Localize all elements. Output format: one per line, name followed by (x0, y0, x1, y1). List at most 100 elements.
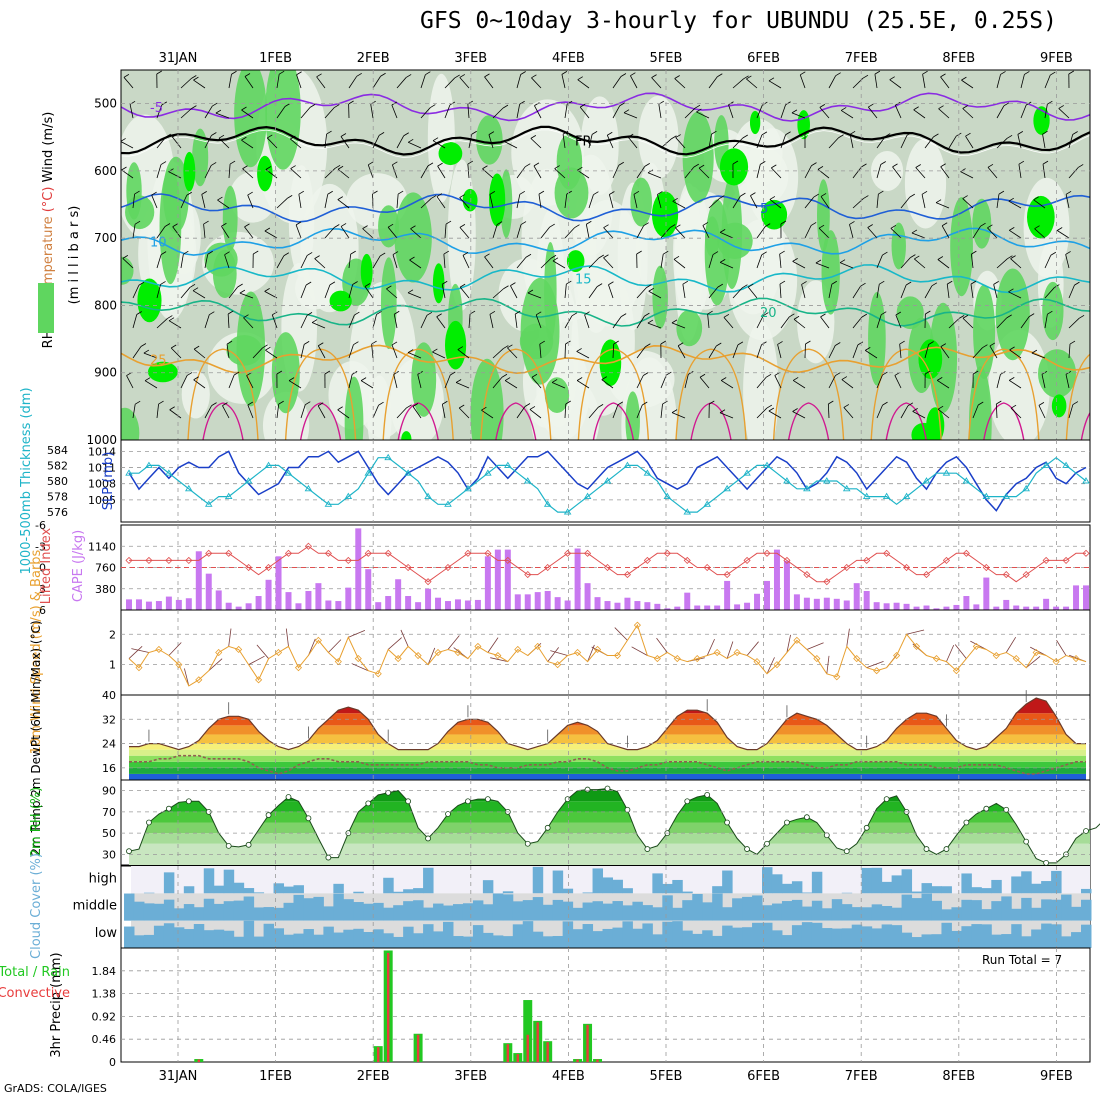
cloud-cell (781, 935, 793, 948)
wind-barb-flag (707, 310, 713, 315)
li-marker (564, 549, 572, 557)
wind-barb-flag (224, 251, 230, 256)
surface-wind-barb (348, 629, 366, 638)
wind-barb (276, 404, 280, 419)
cape-bar (435, 597, 442, 610)
rh2m-marker (1043, 859, 1050, 866)
wind-barb (298, 194, 302, 209)
pressure-tick-label: 1000 (86, 433, 117, 447)
cloud-cell (333, 893, 344, 921)
wind-barb-flag (298, 190, 305, 195)
wind-barb-flag (242, 165, 248, 170)
wind-barb-flag (719, 259, 726, 263)
wind-speed-marker (255, 676, 263, 684)
wind-barb-flag (660, 340, 667, 345)
wind-barb-flag (1069, 340, 1076, 345)
wind-barb-flag (189, 283, 196, 288)
isotherm--5 (121, 92, 1090, 122)
wind-barb-flag (620, 73, 627, 77)
cloud-cell (193, 924, 205, 948)
li-marker (1022, 571, 1030, 579)
cape-bar (235, 606, 242, 610)
wind-barb (417, 374, 422, 389)
wind-barb-flag (645, 343, 651, 348)
wind-barb-flag (694, 104, 701, 109)
wind-barb-flag (484, 253, 490, 258)
cloud-cell (1061, 936, 1072, 948)
wind-barb (756, 164, 761, 179)
surface-wind-barb (954, 644, 967, 659)
wind-barb (996, 194, 1000, 209)
cloud-cell (213, 885, 225, 894)
wind-barb-flag (334, 164, 341, 169)
temp-band (129, 749, 1086, 756)
wind-barb-flag (597, 404, 604, 408)
pressure-tick-label: 900 (94, 366, 117, 380)
surface-wind-barb (846, 628, 850, 647)
wind-barb-flag (719, 229, 726, 233)
wind-barb-flag (698, 164, 705, 169)
wind-barb (804, 196, 815, 209)
rh2m-marker (1023, 838, 1030, 845)
thickness-marker (1062, 461, 1070, 468)
wind-barb (554, 168, 566, 179)
wind-barb-flag (884, 133, 891, 137)
cloud-cell (353, 891, 364, 894)
cloud-cell (303, 898, 314, 921)
wind-barb (531, 377, 542, 389)
wind-barb (1068, 318, 1080, 329)
wind-barb (489, 314, 494, 329)
wind-barb (562, 134, 566, 149)
rh-saturated-patch (401, 431, 412, 440)
wind-barb-flag (539, 340, 545, 345)
temp-band (129, 743, 1086, 750)
wind-barb-flag (699, 373, 706, 378)
wind-barb (564, 227, 575, 239)
wind-speed-marker (215, 648, 223, 657)
wind-barb (612, 165, 620, 179)
wind-barb-flag (780, 220, 787, 225)
cloud-cell (273, 907, 285, 921)
wind-barb-flag (1078, 164, 1084, 168)
cloud-cell (582, 924, 594, 948)
wind-barb (820, 196, 830, 209)
cloud-cell (293, 894, 304, 921)
thickness-marker (185, 484, 193, 492)
wind-speed-marker (613, 651, 622, 660)
hot-contour (885, 402, 927, 440)
wind-barb (241, 139, 254, 149)
wind-barb-flag (172, 133, 178, 138)
wind-barb (552, 260, 566, 269)
wind-barb-flag (849, 130, 856, 135)
wind-barb (372, 76, 381, 89)
wind-barb (921, 194, 926, 209)
surface-wind-barb (447, 635, 460, 650)
wind-barb (777, 344, 782, 359)
cloud-cell (931, 886, 942, 894)
wind-barb (769, 199, 782, 209)
wind-barb (707, 314, 710, 329)
wind-barb-flag (244, 73, 251, 77)
wind-barb (290, 168, 302, 179)
wind-barb (1020, 316, 1030, 329)
cloud-cell (313, 896, 324, 921)
cloud-cell (981, 888, 992, 894)
wind-barb (627, 136, 638, 149)
cloud-cell (801, 906, 813, 921)
wind-barb (702, 225, 710, 239)
cloud-cell (682, 930, 693, 948)
li-marker (245, 563, 253, 572)
wind-barb-flag (630, 72, 636, 77)
wind-barb-flag (961, 76, 967, 81)
cloud-cell (1011, 876, 1022, 894)
isotherm-15 (121, 264, 1090, 294)
cloud-cell (363, 931, 374, 948)
cloud-cell (472, 925, 484, 948)
wind-barb (420, 198, 432, 209)
wind-barb (300, 344, 305, 359)
cape-bar (973, 604, 980, 610)
top-date-label: 5FEB (650, 51, 683, 66)
wind-speed-marker (334, 658, 342, 666)
wind-barb (900, 405, 909, 419)
